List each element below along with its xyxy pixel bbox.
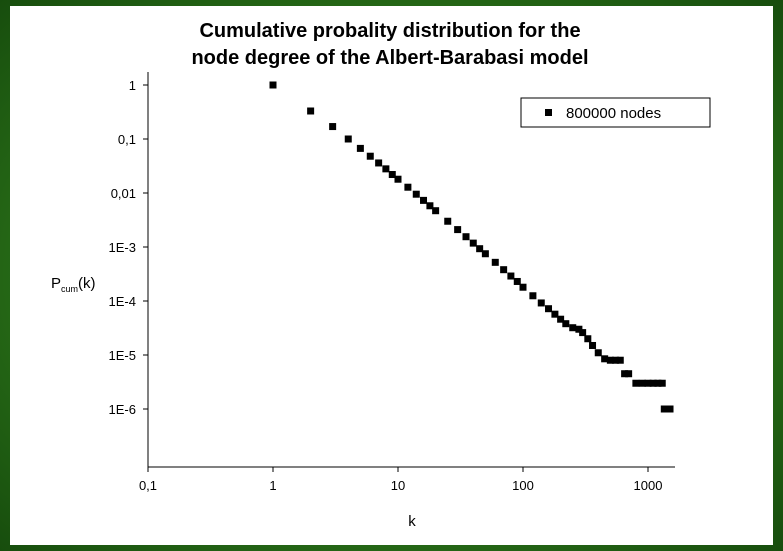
- data-point: [649, 379, 657, 387]
- legend: 800000 nodes: [520, 97, 711, 128]
- data-point: [666, 405, 674, 413]
- x-tick-label: 100: [512, 478, 534, 493]
- y-tick-label: 1E-3: [109, 240, 136, 255]
- data-point: [537, 299, 545, 307]
- y-tick-label: 1E-4: [109, 294, 136, 309]
- data-point: [412, 190, 420, 198]
- data-point: [426, 202, 434, 210]
- data-point: [366, 152, 374, 160]
- data-point: [481, 250, 489, 258]
- legend-marker: [545, 109, 552, 116]
- data-point: [551, 310, 559, 318]
- data-point: [654, 379, 662, 387]
- data-point: [606, 356, 614, 364]
- data-point: [519, 283, 527, 291]
- data-point: [356, 144, 364, 152]
- x-tick-label: 10: [391, 478, 405, 493]
- y-tick-label: 0,1: [118, 132, 136, 147]
- y-tick-label: 0,01: [111, 186, 136, 201]
- data-point: [644, 379, 652, 387]
- data-point: [625, 370, 633, 378]
- data-point: [575, 325, 583, 333]
- data-point: [562, 320, 570, 328]
- data-point: [594, 349, 602, 357]
- data-point: [344, 135, 352, 143]
- data-point: [557, 315, 565, 323]
- y-axis-label-tail: (k): [78, 275, 96, 292]
- chart-title-line-1: Cumulative probality distribution for th…: [199, 20, 580, 42]
- data-point: [612, 356, 620, 364]
- data-point: [507, 272, 515, 280]
- x-tick-label: 0,1: [139, 478, 157, 493]
- data-point: [404, 183, 412, 191]
- slide-panel: Cumulative probality distribution for th…: [10, 6, 773, 545]
- data-point: [462, 233, 470, 241]
- y-tick-label: 1E-6: [109, 402, 136, 417]
- data-point: [329, 123, 337, 131]
- y-axis-label-main: P: [51, 275, 61, 292]
- data-point: [513, 277, 521, 285]
- data-points: [269, 81, 674, 413]
- data-point: [476, 245, 484, 253]
- data-point: [500, 266, 508, 274]
- data-point: [584, 335, 592, 343]
- axes: [147, 72, 675, 468]
- data-point: [621, 370, 629, 378]
- data-point: [491, 258, 499, 266]
- x-tick-label: 1000: [634, 478, 663, 493]
- data-point: [632, 379, 640, 387]
- data-point: [307, 107, 315, 115]
- legend-box: [520, 97, 711, 128]
- y-tick-label: 1: [129, 78, 136, 93]
- data-point: [658, 379, 666, 387]
- x-axis-label: k: [408, 513, 416, 530]
- data-point: [375, 159, 383, 167]
- data-point: [432, 207, 440, 215]
- legend-label: 800000 nodes: [566, 105, 661, 122]
- data-point: [569, 324, 577, 332]
- data-point: [545, 305, 553, 313]
- data-point: [469, 239, 477, 247]
- data-point: [388, 171, 396, 179]
- data-point: [382, 165, 390, 173]
- data-point: [529, 292, 537, 300]
- data-point: [420, 196, 428, 204]
- data-point: [579, 329, 587, 337]
- x-ticks: 0,1 1 10 100 1000: [139, 467, 663, 493]
- y-axis-label-subscript: cum: [61, 284, 78, 294]
- chart: Cumulative probality distribution for th…: [51, 20, 711, 530]
- data-point: [444, 217, 452, 225]
- data-point: [454, 226, 462, 234]
- data-point: [589, 341, 597, 349]
- data-point: [616, 356, 624, 364]
- chart-title-line-2: node degree of the Albert-Barabasi model: [191, 47, 588, 69]
- x-tick-label: 1: [269, 478, 276, 493]
- data-point: [601, 355, 609, 363]
- y-ticks: 1 0,1 0,01 1E-3 1E-4 1E-5 1E-6: [109, 78, 148, 417]
- data-point: [269, 81, 277, 89]
- y-axis-label: Pcum(k): [51, 275, 96, 294]
- data-point: [394, 175, 402, 183]
- y-tick-label: 1E-5: [109, 348, 136, 363]
- data-point: [638, 379, 646, 387]
